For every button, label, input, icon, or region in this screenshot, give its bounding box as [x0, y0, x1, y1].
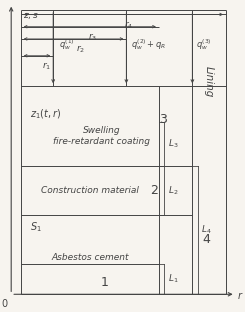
Text: $z_1(t, r)$: $z_1(t, r)$ — [30, 107, 62, 121]
Text: $2$: $2$ — [150, 184, 158, 197]
Text: $1$: $1$ — [100, 275, 109, 289]
Text: $L_4$: $L_4$ — [201, 224, 212, 236]
Text: fire-retardant coating: fire-retardant coating — [53, 137, 150, 146]
Text: $q_w^{(2)}+q_R$: $q_w^{(2)}+q_R$ — [131, 37, 167, 52]
Text: $0$: $0$ — [1, 297, 9, 309]
Text: Asbestos cement: Asbestos cement — [51, 253, 129, 262]
Text: $L_1$: $L_1$ — [168, 273, 178, 285]
Text: Lining: Lining — [204, 66, 214, 97]
Text: $r_1$: $r_1$ — [42, 60, 51, 72]
Text: $r_3$: $r_3$ — [88, 31, 97, 43]
Text: $r_4$: $r_4$ — [123, 19, 133, 31]
Text: $q_w^{(1)}$: $q_w^{(1)}$ — [59, 37, 75, 52]
Text: $q_w^{(3)}$: $q_w^{(3)}$ — [196, 37, 211, 52]
Text: Swelling: Swelling — [83, 126, 121, 135]
Text: $S_1$: $S_1$ — [30, 220, 42, 234]
Text: $3$: $3$ — [159, 114, 168, 126]
Text: $L_3$: $L_3$ — [168, 138, 178, 150]
Text: $z, s$: $z, s$ — [23, 12, 39, 22]
Text: $L_2$: $L_2$ — [168, 184, 178, 197]
Text: $4$: $4$ — [202, 233, 211, 246]
Text: $r$: $r$ — [237, 290, 243, 301]
Text: Construction material: Construction material — [41, 186, 139, 195]
Text: $r_2$: $r_2$ — [76, 43, 85, 55]
